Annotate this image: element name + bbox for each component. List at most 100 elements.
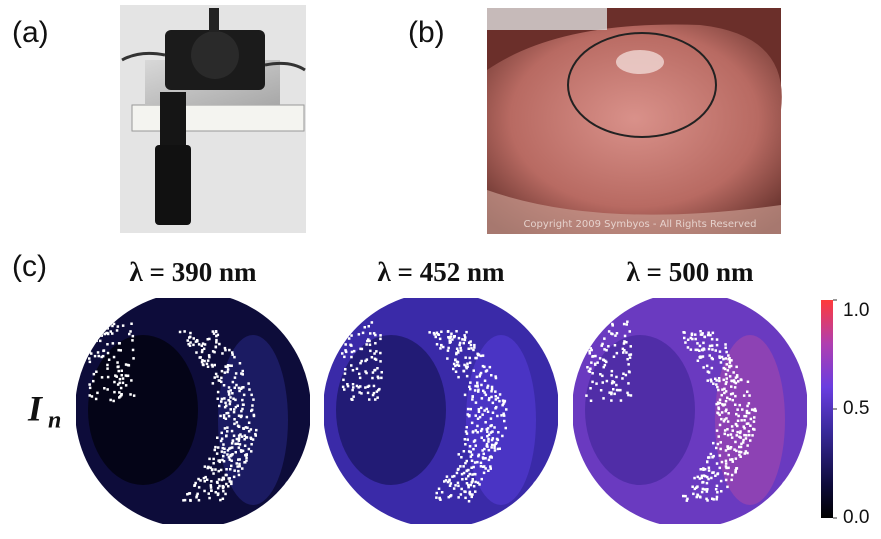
speckle	[718, 408, 721, 411]
speckle	[748, 412, 751, 415]
speckle	[703, 474, 706, 477]
speckle	[717, 389, 720, 392]
speckle	[246, 454, 249, 457]
speckle	[99, 340, 102, 343]
speckle	[475, 401, 478, 404]
speckle	[344, 338, 347, 341]
speckle	[729, 447, 732, 450]
speckle	[473, 346, 476, 349]
speckle	[101, 376, 104, 379]
colorbar-tick-label: 0.5	[843, 398, 869, 419]
speckle	[605, 349, 608, 352]
speckle	[129, 393, 132, 396]
speckle	[696, 349, 699, 352]
speckle	[470, 484, 473, 487]
speckle	[467, 484, 470, 487]
speckle	[112, 400, 115, 403]
speckle	[227, 390, 230, 393]
speckle	[239, 433, 242, 436]
speckle	[734, 395, 737, 398]
speckle	[487, 440, 490, 443]
speckle	[179, 331, 182, 334]
speckle	[233, 418, 236, 421]
speckle	[707, 334, 710, 337]
speckle	[725, 400, 728, 403]
speckle	[356, 368, 359, 371]
speckle	[450, 333, 453, 336]
speckle	[212, 382, 215, 385]
speckle	[589, 368, 592, 371]
speckle	[118, 391, 121, 394]
speckle	[724, 347, 727, 350]
speckle	[726, 397, 729, 400]
speckle	[468, 500, 471, 503]
speckle	[715, 488, 718, 491]
speckle	[491, 456, 494, 459]
speckle	[594, 355, 597, 358]
speckle	[693, 477, 696, 480]
speckle	[608, 330, 611, 333]
speckle	[372, 371, 375, 374]
speckle	[710, 477, 713, 480]
speckle	[227, 412, 230, 415]
speckle	[216, 452, 219, 455]
speckle	[683, 337, 686, 340]
speckle	[690, 348, 693, 351]
speckle	[368, 340, 371, 343]
speckle	[470, 347, 473, 350]
speckle	[246, 436, 249, 439]
speckle	[486, 435, 489, 438]
speckle	[346, 327, 349, 330]
speckle	[217, 398, 220, 401]
speckle	[460, 493, 463, 496]
speckle	[497, 397, 500, 400]
speckle	[192, 344, 195, 347]
speckle	[725, 381, 728, 384]
speckle	[374, 398, 377, 401]
speckle	[736, 467, 739, 470]
speckle	[711, 357, 714, 360]
speckle	[703, 348, 706, 351]
speckle	[236, 421, 239, 424]
colorbar-ticks: 1.00.50.0	[833, 300, 869, 528]
speckle	[717, 401, 720, 404]
speckle	[468, 450, 471, 453]
speckle	[723, 379, 726, 382]
speckle	[130, 379, 133, 382]
speckle	[222, 490, 225, 493]
speckle	[239, 443, 242, 446]
speckle	[214, 449, 217, 452]
speckle	[704, 336, 707, 339]
speckle	[103, 387, 106, 390]
speckle	[92, 330, 95, 333]
panel-label: (c)	[12, 250, 47, 283]
speckle	[232, 439, 235, 442]
speckle	[229, 403, 232, 406]
speckle	[218, 478, 221, 481]
speckle	[222, 477, 225, 480]
speckle	[481, 413, 484, 416]
speckle	[228, 349, 231, 352]
speckle	[459, 342, 462, 345]
speckle	[739, 432, 742, 435]
speckle	[481, 478, 484, 481]
speckle	[225, 468, 228, 471]
speckle	[235, 384, 238, 387]
speckle	[585, 394, 588, 397]
speckle	[117, 366, 120, 369]
speckle	[589, 352, 592, 355]
speckle	[588, 350, 591, 353]
speckle	[133, 394, 136, 397]
speckle	[472, 448, 475, 451]
speckle	[250, 443, 253, 446]
speckle	[702, 481, 705, 484]
speckle	[599, 357, 602, 360]
speckle	[720, 441, 723, 444]
speckle	[590, 361, 593, 364]
speckle	[350, 334, 353, 337]
speckle	[610, 393, 613, 396]
speckle	[731, 425, 734, 428]
colorbar-tick-label: 0.0	[843, 507, 869, 528]
speckle	[589, 371, 592, 374]
speckle	[621, 377, 624, 380]
